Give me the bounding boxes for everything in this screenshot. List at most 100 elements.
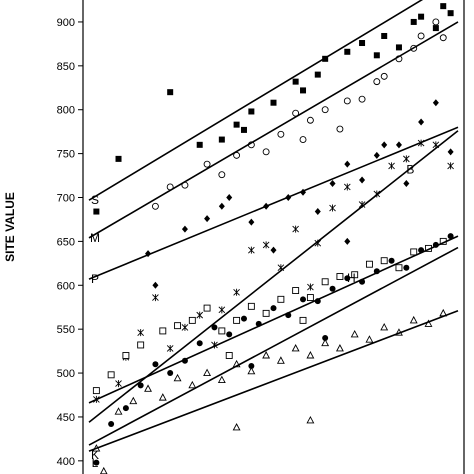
data-point (144, 384, 152, 392)
data-point (188, 380, 197, 389)
data-point (137, 382, 144, 389)
data-point (262, 309, 270, 317)
data-point (99, 466, 108, 474)
data-point (218, 306, 226, 314)
data-point (306, 294, 314, 302)
data-point (217, 375, 226, 384)
data-point (447, 162, 454, 170)
data-point (314, 208, 321, 216)
data-point (388, 162, 395, 170)
data-point (108, 420, 115, 427)
data-point (233, 316, 241, 324)
data-point (335, 344, 344, 352)
data-point (167, 89, 174, 96)
data-point (344, 275, 351, 282)
line-label-k: K (91, 448, 99, 462)
data-point (395, 141, 402, 149)
y-tick-label: 750 (57, 149, 75, 161)
data-point (226, 194, 233, 201)
y-tick-label: 650 (57, 236, 75, 248)
data-point (447, 10, 454, 17)
data-point (277, 295, 285, 303)
data-point (270, 246, 277, 254)
line-label-s: S (91, 193, 99, 207)
data-points (92, 3, 454, 474)
data-point (306, 116, 314, 124)
data-point (122, 405, 129, 412)
data-point (248, 363, 255, 370)
data-point (225, 352, 233, 359)
line-label-h: H (347, 271, 356, 285)
data-point (92, 387, 100, 395)
data-point (181, 323, 189, 331)
data-point (167, 370, 174, 377)
data-point (381, 32, 388, 39)
data-point (173, 373, 182, 382)
data-point (359, 176, 366, 184)
data-point (432, 25, 439, 32)
data-point (188, 316, 196, 324)
regression-lines (88, 0, 459, 452)
data-point (432, 99, 439, 107)
data-point (232, 423, 241, 431)
data-point (174, 322, 182, 330)
regression-line (88, 309, 459, 452)
line-label-p: P (91, 272, 99, 286)
y-tick-label: 500 (57, 368, 75, 380)
line-label-m: M (90, 231, 100, 245)
data-point (343, 97, 351, 105)
data-point (300, 296, 307, 303)
line-labels: S M P B H KL (90, 163, 414, 471)
data-point (129, 396, 138, 405)
data-point (343, 183, 351, 191)
data-point (277, 130, 285, 138)
y-ticks: 400 450 500 550 600 650 700 750 800 850 900 (57, 17, 83, 468)
data-point (93, 459, 100, 466)
regression-line (88, 21, 459, 239)
data-point (107, 371, 115, 379)
data-point (380, 322, 389, 331)
data-point (314, 71, 321, 78)
data-point (203, 368, 212, 377)
data-point (204, 215, 211, 223)
data-point (440, 3, 447, 10)
data-point (292, 225, 299, 233)
data-point (276, 356, 285, 364)
data-point (321, 338, 330, 347)
data-point (395, 264, 403, 272)
data-point (321, 106, 329, 114)
regression-line (88, 235, 459, 404)
data-point (93, 208, 100, 215)
data-point (300, 87, 307, 94)
data-point (350, 329, 359, 338)
data-point (373, 52, 380, 59)
data-point (115, 155, 122, 162)
data-point (409, 315, 418, 324)
data-point (292, 287, 300, 294)
data-point (344, 48, 351, 55)
data-point (306, 351, 315, 359)
data-point (336, 125, 344, 133)
data-point (322, 334, 329, 341)
data-point (211, 324, 218, 331)
data-point (291, 344, 300, 352)
data-point (262, 148, 270, 156)
data-point (181, 225, 188, 233)
data-point (359, 40, 366, 47)
data-point (248, 218, 255, 226)
data-point (248, 246, 255, 254)
data-point (226, 331, 233, 338)
y-tick-label: 450 (57, 412, 75, 424)
data-point (329, 285, 336, 292)
data-point (152, 361, 159, 368)
data-point (307, 283, 314, 291)
data-point (410, 18, 417, 25)
data-point (114, 407, 123, 415)
data-point (115, 380, 122, 388)
data-point (166, 344, 174, 352)
data-point (218, 171, 226, 179)
data-point (196, 311, 204, 319)
data-point (151, 202, 159, 210)
data-point (447, 148, 454, 156)
data-point (380, 72, 388, 80)
